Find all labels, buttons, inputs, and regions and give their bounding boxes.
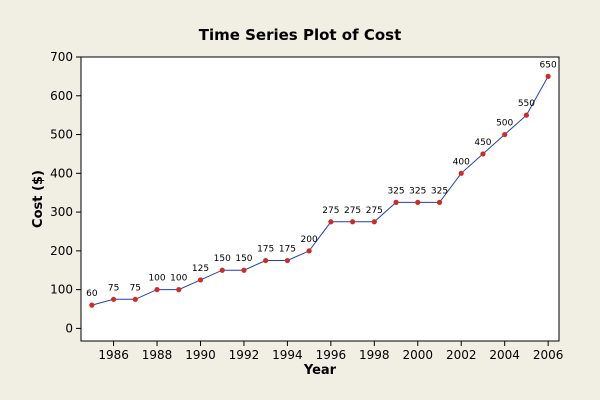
data-point bbox=[523, 112, 530, 118]
y-tick-label: 100 bbox=[50, 283, 73, 297]
x-tick-label: 2006 bbox=[533, 348, 564, 362]
x-axis-label: Year bbox=[303, 363, 337, 378]
data-label: 125 bbox=[192, 264, 209, 274]
y-tick-label: 700 bbox=[50, 50, 73, 64]
data-label: 100 bbox=[170, 274, 187, 284]
data-label: 150 bbox=[214, 254, 231, 264]
x-tick-label: 2000 bbox=[402, 348, 433, 362]
x-tick-label: 1992 bbox=[229, 348, 260, 362]
data-point bbox=[371, 219, 377, 225]
data-point bbox=[458, 170, 464, 176]
data-point bbox=[415, 199, 421, 205]
x-tick-label: 1986 bbox=[98, 348, 129, 362]
y-tick-label: 600 bbox=[50, 89, 73, 103]
x-tick-label: 1994 bbox=[272, 348, 303, 362]
data-label: 450 bbox=[474, 138, 491, 148]
data-label: 150 bbox=[235, 254, 252, 264]
data-point bbox=[132, 296, 138, 302]
y-tick-label: 200 bbox=[50, 244, 73, 258]
data-label: 550 bbox=[518, 99, 535, 109]
plot-area bbox=[80, 56, 560, 342]
data-point bbox=[154, 287, 160, 293]
data-label: 60 bbox=[86, 289, 98, 299]
data-point bbox=[436, 199, 443, 205]
data-point bbox=[89, 302, 95, 308]
y-tick-label: 500 bbox=[50, 128, 73, 142]
data-label: 75 bbox=[108, 283, 119, 293]
x-tick-label: 1998 bbox=[359, 348, 390, 362]
data-label: 275 bbox=[344, 206, 361, 216]
data-point bbox=[263, 257, 269, 264]
data-point bbox=[284, 257, 291, 264]
data-point bbox=[545, 73, 551, 79]
data-label: 75 bbox=[130, 283, 141, 293]
data-label: 400 bbox=[453, 157, 470, 167]
data-point bbox=[393, 199, 399, 205]
cost-series: 60 75 75 100 100 125 150 150 175 175 200 275 275 275 3… bbox=[86, 60, 557, 308]
data-point bbox=[241, 267, 247, 273]
y-axis-label: Cost ($) bbox=[31, 170, 46, 228]
data-label: 275 bbox=[366, 206, 383, 216]
data-point bbox=[480, 151, 486, 157]
data-label: 200 bbox=[301, 235, 318, 245]
x-tick-label: 2002 bbox=[446, 348, 477, 362]
data-point bbox=[176, 287, 182, 293]
data-point bbox=[349, 219, 356, 225]
x-tick-label: 1990 bbox=[185, 348, 216, 362]
data-label: 325 bbox=[387, 186, 404, 196]
y-tick-label: 400 bbox=[50, 166, 73, 180]
data-point bbox=[306, 248, 312, 254]
data-label: 275 bbox=[322, 206, 339, 216]
data-point bbox=[502, 131, 508, 138]
data-label: 650 bbox=[540, 60, 557, 70]
data-point bbox=[219, 267, 225, 273]
chart-title: Time Series Plot of Cost bbox=[199, 26, 402, 44]
data-label: 325 bbox=[431, 186, 448, 196]
y-axis: 0 100 200 300 400 500 600 700 bbox=[50, 50, 81, 335]
data-point bbox=[197, 277, 204, 283]
data-label: 175 bbox=[257, 245, 274, 255]
x-tick-label: 1988 bbox=[142, 348, 173, 362]
data-label: 500 bbox=[496, 119, 513, 129]
x-tick-label: 2004 bbox=[489, 348, 520, 362]
data-point bbox=[328, 219, 334, 225]
y-tick-label: 300 bbox=[50, 205, 73, 219]
series-line bbox=[91, 76, 549, 306]
data-point bbox=[110, 296, 117, 302]
data-label: 325 bbox=[409, 186, 426, 196]
x-axis: 1986 1988 1990 1992 1994 1996 1998 2000 2002 2004… bbox=[98, 341, 563, 362]
y-tick-label: 0 bbox=[65, 321, 73, 335]
x-tick-label: 1996 bbox=[316, 348, 347, 362]
data-label: 175 bbox=[279, 245, 296, 255]
data-label: 100 bbox=[148, 274, 165, 284]
